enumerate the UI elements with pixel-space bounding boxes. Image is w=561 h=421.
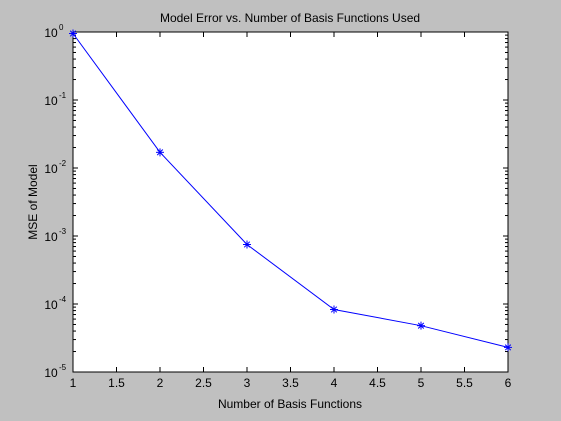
data-point-marker: [243, 240, 251, 249]
x-axis-label: Number of Basis Functions: [218, 397, 362, 411]
x-tick-label: 6: [505, 376, 512, 390]
y-tick-label-exponent: -3: [59, 227, 67, 236]
x-tick-label: 3.5: [282, 376, 299, 390]
y-tick-label-base: 10: [44, 26, 58, 40]
y-tick-label-base: 10: [44, 94, 58, 108]
x-tick-label: 3: [244, 376, 251, 390]
y-tick-label-exponent: -2: [59, 159, 67, 168]
plot-area: [72, 31, 509, 373]
x-tick-label: 5: [418, 376, 425, 390]
data-point-marker: [69, 29, 77, 38]
data-point-marker: [417, 321, 425, 330]
x-tick-label: 2: [157, 376, 164, 390]
y-tick-label-base: 10: [44, 366, 58, 380]
y-tick-label-base: 10: [44, 298, 58, 312]
series-line: [72, 33, 509, 348]
y-tick-label-exponent: -5: [59, 363, 67, 372]
y-axis-label: MSE of Model: [26, 164, 40, 239]
x-tick-label: 5.5: [456, 376, 473, 390]
x-tick-label: 2.5: [195, 376, 212, 390]
x-tick-label: 1: [70, 376, 77, 390]
x-tick-label: 4: [331, 376, 338, 390]
data-point-marker: [156, 148, 164, 157]
y-tick-label-base: 10: [44, 230, 58, 244]
chart-title: Model Error vs. Number of Basis Function…: [160, 11, 420, 25]
data-point-marker: [330, 305, 338, 314]
series-layer: [69, 29, 512, 352]
y-tick-label-exponent: 0: [59, 23, 64, 32]
data-point-marker: [504, 343, 512, 352]
y-tick-label-exponent: -4: [59, 295, 67, 304]
y-tick-label-base: 10: [44, 162, 58, 176]
y-tick-label-exponent: -1: [59, 91, 67, 100]
x-tick-label: 4.5: [369, 376, 386, 390]
x-tick-label: 1.5: [108, 376, 125, 390]
